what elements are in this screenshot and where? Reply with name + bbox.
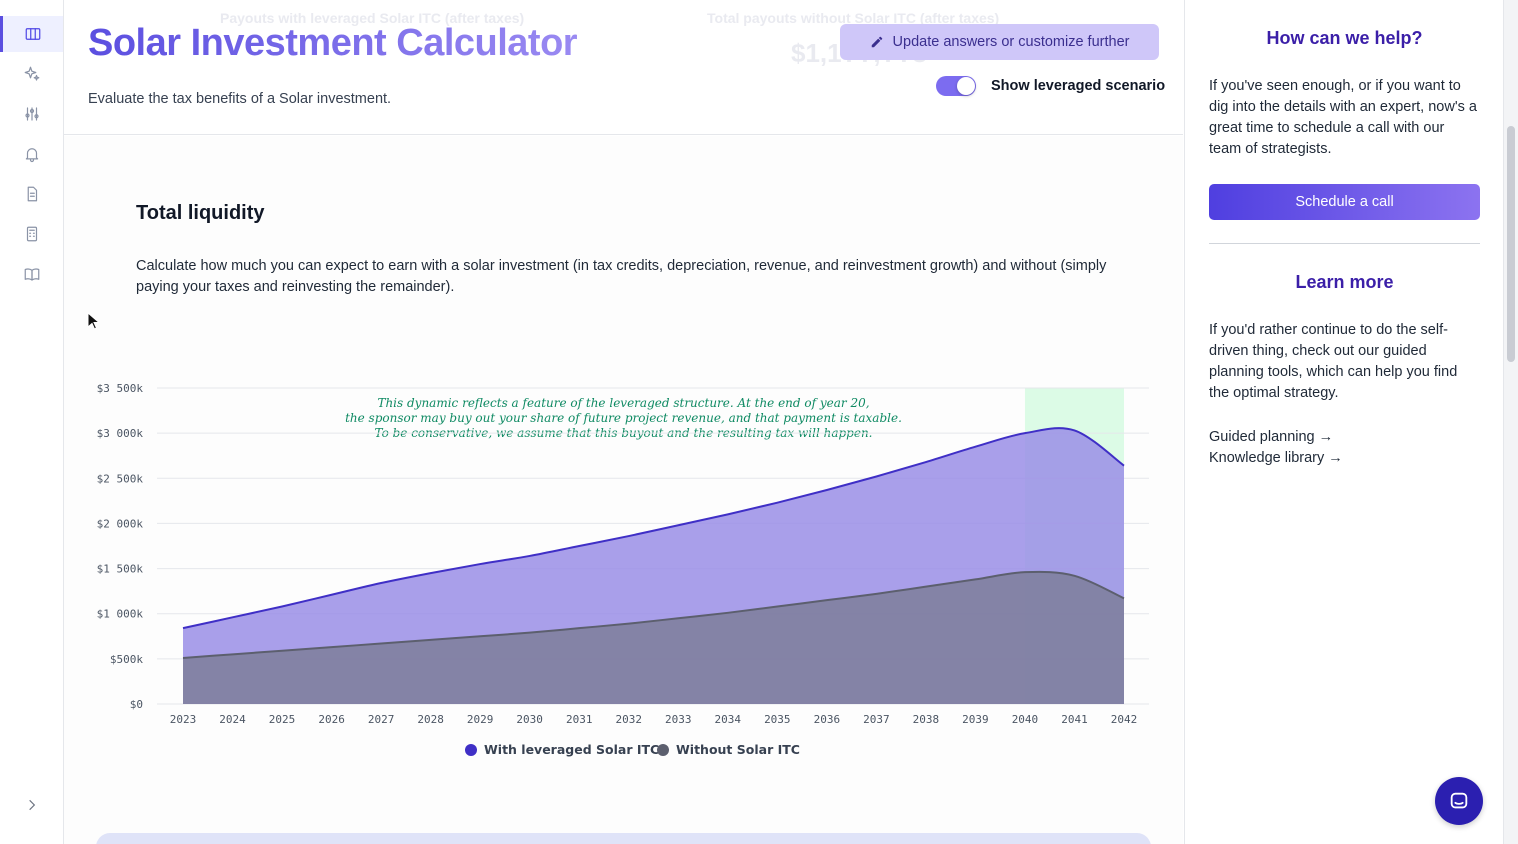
y-tick-label: $3 500k [97, 382, 144, 395]
knowledge-library-link[interactable]: Knowledge library → [1209, 450, 1343, 466]
next-section-card [96, 833, 1151, 844]
sidebar-item-insights[interactable] [0, 56, 63, 92]
x-tick-label: 2028 [417, 713, 444, 726]
x-tick-label: 2029 [467, 713, 494, 726]
legend-label-0: With leveraged Solar ITC [484, 742, 659, 757]
page-title: Solar Investment Calculator [88, 22, 578, 64]
help-text: If you've seen enough, or if you want to… [1209, 78, 1477, 157]
x-tick-label: 2032 [615, 713, 642, 726]
chart-annotation-line-2: the sponsor may buy out your share of fu… [345, 411, 902, 425]
ghost-payouts-label: Payouts with leveraged Solar ITC (after … [220, 10, 525, 26]
x-tick-label: 2037 [863, 713, 890, 726]
sidebar-item-settings[interactable] [0, 96, 63, 132]
help-title: How can we help? [1266, 28, 1423, 48]
ghost-total-label: Total payouts without Solar ITC (after t… [707, 10, 1000, 26]
mouse-cursor-icon [87, 312, 99, 330]
page-scrollbar[interactable] [1503, 0, 1518, 844]
legend-label-1: Without Solar ITC [676, 742, 800, 757]
y-tick-label: $1 500k [97, 563, 144, 576]
leveraged-scenario-label: Show leveraged scenario [991, 78, 1166, 94]
sparkles-icon [24, 66, 39, 81]
x-tick-label: 2034 [715, 713, 742, 726]
columns-icon [25, 28, 41, 40]
x-tick-label: 2038 [913, 713, 940, 726]
sidebar-item-notifications[interactable] [0, 136, 63, 172]
legend-marker-0 [465, 744, 477, 756]
x-tick-label: 2031 [566, 713, 593, 726]
x-tick-label: 2024 [219, 713, 246, 726]
x-tick-label: 2026 [318, 713, 345, 726]
page-header: Payouts with leveraged Solar ITC (after … [64, 0, 1183, 135]
total-liquidity-section: Total liquidity Calculate how much you c… [64, 136, 1183, 844]
x-tick-label: 2025 [269, 713, 296, 726]
x-tick-label: 2030 [516, 713, 543, 726]
x-tick-label: 2042 [1111, 713, 1138, 726]
y-tick-label: $1 000k [97, 608, 144, 621]
x-tick-label: 2040 [1012, 713, 1039, 726]
update-answers-button[interactable]: Update answers or customize further [840, 24, 1159, 60]
x-tick-label: 2041 [1061, 713, 1088, 726]
document-icon [27, 186, 37, 202]
toggle-knob [957, 77, 975, 95]
chart-annotation-line-1: This dynamic reflects a feature of the l… [377, 396, 870, 410]
icon-sidebar [0, 0, 64, 844]
help-panel: How can we help? If you've seen enough, … [1184, 0, 1503, 844]
sidebar-item-documents[interactable] [0, 176, 63, 212]
main-content: Payouts with leveraged Solar ITC (after … [64, 0, 1183, 844]
page-subtitle: Evaluate the tax benefits of a Solar inv… [88, 91, 392, 107]
scrollbar-thumb[interactable] [1507, 126, 1515, 362]
calculator-icon [26, 226, 37, 242]
x-tick-label: 2036 [814, 713, 841, 726]
section-description: Calculate how much you can expect to ear… [136, 258, 1107, 295]
learn-more-text: If you'd rather continue to do the self-… [1209, 322, 1458, 401]
y-tick-label: $2 000k [97, 517, 144, 530]
y-tick-label: $0 [130, 698, 143, 711]
chevron-right-icon [29, 799, 36, 811]
sidebar-expand-button[interactable] [20, 792, 44, 818]
y-tick-label: $2 500k [97, 472, 144, 485]
chat-launcher-button[interactable] [1435, 777, 1483, 825]
leveraged-scenario-toggle[interactable] [936, 76, 976, 96]
series-area-1 [183, 571, 1124, 704]
guided-planning-link[interactable]: Guided planning → [1209, 429, 1334, 445]
chat-icon [1450, 792, 1468, 809]
schedule-call-button[interactable]: Schedule a call [1209, 184, 1480, 220]
legend-marker-1 [657, 744, 669, 756]
x-tick-label: 2033 [665, 713, 692, 726]
pencil-icon [871, 36, 882, 48]
x-tick-label: 2035 [764, 713, 791, 726]
panel-divider [1209, 243, 1480, 244]
x-tick-label: 2023 [170, 713, 197, 726]
sidebar-item-calculator[interactable] [0, 216, 63, 252]
series-line-1 [182, 570, 1125, 659]
learn-more-title: Learn more [1295, 272, 1394, 292]
y-tick-label: $3 000k [97, 427, 144, 440]
series-line-0 [182, 427, 1125, 630]
x-tick-label: 2039 [962, 713, 989, 726]
section-title: Total liquidity [136, 202, 265, 224]
liquidity-area-chart: $0 $500k $1 000k $1 500k $2 000k $2 500k $3 00… [97, 382, 1149, 757]
x-tick-label: 2027 [368, 713, 395, 726]
book-icon [24, 268, 39, 281]
update-answers-label: Update answers or customize further [892, 34, 1130, 50]
bell-icon [25, 148, 38, 163]
sliders-icon [24, 107, 39, 121]
y-tick-label: $500k [110, 653, 143, 666]
sidebar-item-overview[interactable] [0, 16, 63, 52]
sidebar-item-library[interactable] [0, 256, 63, 292]
